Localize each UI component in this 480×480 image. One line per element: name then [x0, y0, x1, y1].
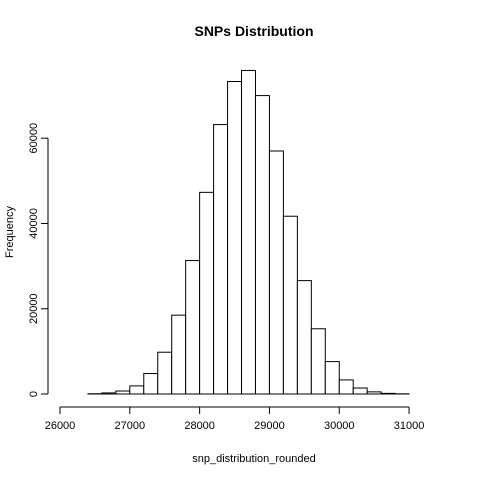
histogram-bar-16 [282, 215, 298, 395]
histogram-bar-21 [352, 387, 368, 395]
histogram-bar-5 [129, 385, 145, 395]
y-tick-label: 0 [28, 391, 40, 397]
y-axis: 0 20000 40000 60000 [28, 123, 49, 397]
y-tick-label: 20000 [28, 293, 40, 324]
histogram-bar-23 [380, 392, 396, 395]
y-axis-label: Frequency [4, 206, 16, 258]
x-axis: 26000 27000 28000 29000 30000 31000 [45, 406, 425, 432]
histogram-bar-6 [143, 373, 159, 395]
histogram-bar-11 [213, 124, 229, 395]
histogram-bar-4 [115, 390, 131, 395]
bars-group [87, 69, 410, 395]
histogram-bar-10 [199, 191, 215, 395]
histogram-bar-9 [185, 260, 201, 395]
x-tick-label: 26000 [45, 420, 76, 432]
histogram-bar-20 [338, 379, 354, 395]
histogram-bar-7 [157, 351, 173, 395]
x-tick-label: 31000 [394, 420, 425, 432]
x-tick-label: 28000 [184, 420, 215, 432]
histogram-bar-19 [324, 361, 340, 395]
histogram-bar-14 [254, 95, 270, 395]
x-tick-label: 27000 [115, 420, 146, 432]
chart-title: SNPs Distribution [194, 23, 313, 39]
histogram-bar-12 [227, 81, 243, 395]
x-axis-label: snp_distribution_rounded [192, 453, 316, 465]
histogram-bar-17 [296, 280, 312, 395]
x-tick-label: 29000 [254, 420, 285, 432]
histogram-bar-8 [171, 314, 187, 395]
histogram-bar-13 [241, 69, 256, 395]
histogram-bar-3 [101, 392, 117, 395]
histogram-bar-15 [268, 150, 284, 395]
y-tick-label: 40000 [28, 208, 40, 239]
histogram-bar-22 [366, 391, 382, 395]
x-tick-label: 30000 [324, 420, 355, 432]
histogram-bar-18 [310, 328, 326, 395]
y-tick-label: 60000 [28, 123, 40, 154]
